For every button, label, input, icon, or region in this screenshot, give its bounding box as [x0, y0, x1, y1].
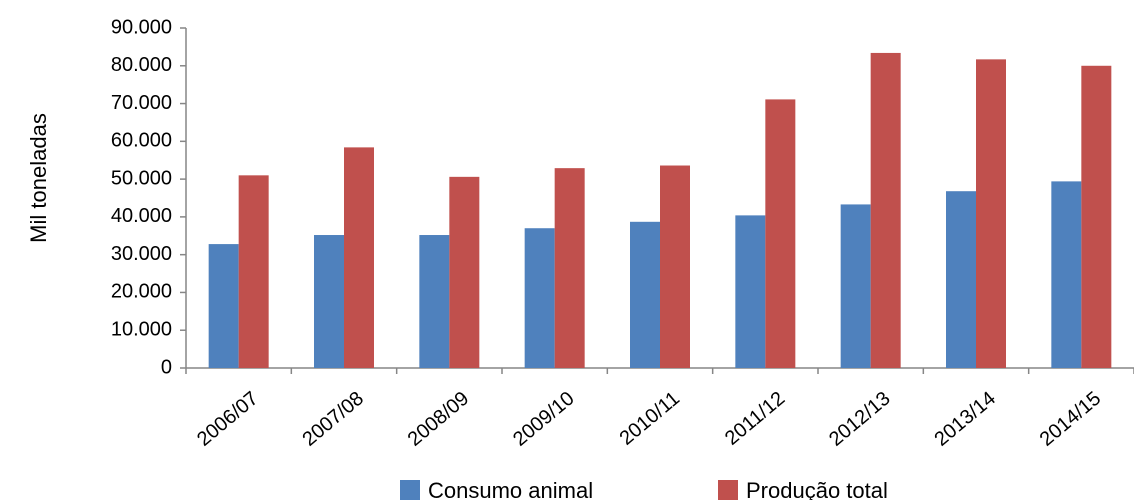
bar-consumo-animal: [208, 244, 239, 368]
bar-producao-total: [765, 99, 796, 369]
x-tick-label: 2014/15: [1036, 387, 1106, 450]
bar-consumo-animal: [630, 221, 660, 368]
x-tick-label: 2006/07: [193, 387, 263, 450]
bar-producao-total: [976, 59, 1006, 368]
x-tick-label: 2007/08: [298, 387, 368, 450]
bar-consumo-animal: [946, 191, 976, 368]
legend: Consumo animal Produção total: [400, 478, 888, 500]
y-tick-label: 60.000: [111, 130, 172, 152]
bar-consumo-animal: [1051, 181, 1082, 368]
legend-swatch-consumo-animal: [400, 480, 420, 500]
x-tick-label: 2012/13: [825, 387, 895, 450]
bar-consumo-animal: [524, 228, 555, 368]
x-tick-label: 2011/12: [721, 387, 789, 449]
bar-producao-total: [870, 52, 901, 368]
bar-producao-total: [344, 147, 374, 368]
x-tick-label: 2009/10: [509, 387, 579, 450]
y-tick-label: 30.000: [111, 243, 172, 265]
legend-label-consumo-animal: Consumo animal: [428, 478, 593, 500]
y-tick-label: 10.000: [111, 319, 172, 341]
bar-producao-total: [238, 175, 269, 368]
bar-consumo-animal: [314, 235, 344, 368]
y-tick-label: 50.000: [111, 167, 172, 189]
y-tick-label: 80.000: [111, 54, 172, 76]
y-tick-label: 40.000: [111, 205, 172, 227]
y-tick-label: 20.000: [111, 281, 172, 303]
y-tick-label: 90.000: [111, 16, 172, 38]
bar-producao-total: [1081, 65, 1112, 369]
bar-consumo-animal: [419, 235, 450, 368]
bar-consumo-animal: [735, 215, 766, 368]
legend-swatch-producao-total: [718, 480, 738, 500]
bar-producao-total: [554, 168, 585, 368]
plot-area: 0 10.000 20.000 30.000 40.000 50.000 60.000 70.…: [111, 16, 1134, 451]
x-tick-label: 2010/11: [616, 387, 684, 449]
bar-producao-total: [660, 165, 690, 368]
y-axis-title: Mil toneladas: [26, 113, 51, 243]
x-tick-label: 2013/14: [930, 387, 1000, 450]
y-tick-label: 0: [161, 356, 172, 378]
legend-label-producao-total: Produção total: [746, 478, 888, 500]
bar-consumo-animal: [840, 204, 871, 368]
bar-producao-total: [449, 176, 480, 368]
y-tick-label: 70.000: [111, 92, 172, 114]
x-tick-label: 2008/09: [404, 387, 474, 450]
